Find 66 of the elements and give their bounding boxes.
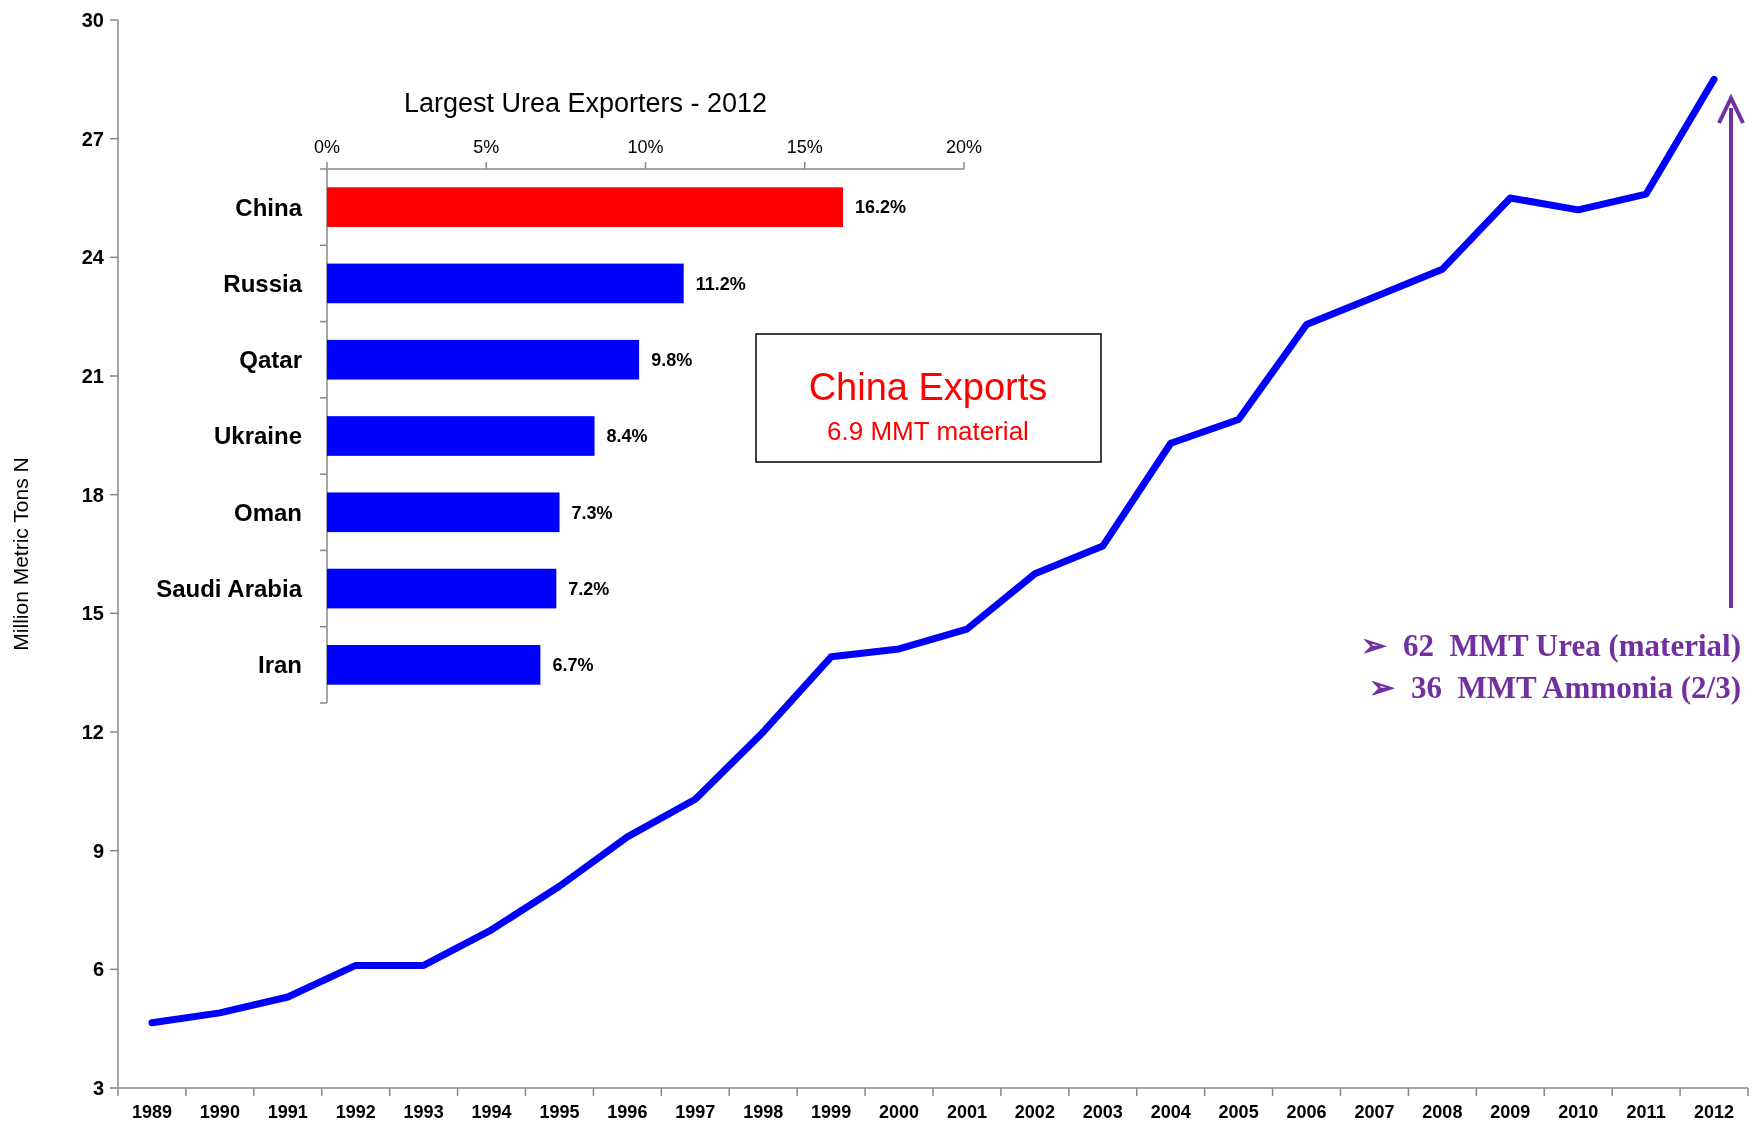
y-tick-label: 21 (81, 365, 104, 387)
x-tick-label: 10% (627, 137, 664, 157)
x-tick-label: 1996 (607, 1102, 648, 1122)
data-label: 9.8% (651, 350, 693, 371)
y-tick-label: 24 (81, 246, 105, 269)
bar (327, 263, 684, 304)
x-tick-label: 2004 (1150, 1102, 1191, 1122)
annotation: ➢ 36 MMT Ammonia (2/3) (1369, 670, 1741, 705)
x-tick-label: 1994 (471, 1102, 512, 1122)
data-label: 11.2% (695, 273, 746, 294)
x-tick-label: 1989 (131, 1102, 172, 1122)
x-tick-label: 2009 (1490, 1102, 1531, 1122)
x-tick-label: 2000 (879, 1102, 920, 1122)
y-tick-label: China (235, 193, 303, 221)
data-label: 8.4% (606, 426, 648, 447)
annotation: ➢ 62 MMT Urea (material) (1361, 628, 1741, 663)
x-tick-label: 2003 (1082, 1102, 1123, 1122)
y-tick-label: 12 (81, 721, 104, 743)
bar (327, 416, 595, 456)
x-tick-label: 2011 (1626, 1102, 1666, 1122)
annotation: China Exports (808, 366, 1048, 408)
data-label: 6.7% (552, 655, 594, 676)
y-tick-label: 18 (81, 483, 104, 506)
x-tick-label: 1998 (743, 1102, 784, 1122)
x-tick-label: 5% (473, 137, 500, 157)
annotation: 6.9 MMT material (827, 416, 1029, 446)
x-tick-label: 2010 (1558, 1102, 1599, 1122)
y-tick-label: 6 (92, 958, 104, 981)
x-tick-label: 2012 (1694, 1102, 1735, 1122)
y-tick-label: 9 (92, 839, 104, 862)
bar (327, 187, 843, 227)
x-tick-label: 1997 (675, 1102, 716, 1122)
y-tick-label: 15 (81, 602, 104, 625)
y-tick-label: Saudi Arabia (156, 574, 303, 602)
y-tick-label: Russia (223, 269, 303, 297)
bar (327, 339, 640, 380)
x-tick-label: 1991 (267, 1102, 308, 1122)
x-tick-label: 2002 (1014, 1102, 1055, 1122)
y-tick-label: Qatar (239, 346, 302, 374)
x-tick-label: 2007 (1354, 1102, 1395, 1122)
y-tick-label: Oman (233, 498, 302, 526)
x-tick-label: 2006 (1286, 1102, 1327, 1122)
data-label: 16.2% (854, 197, 907, 218)
y-tick-label: 30 (81, 9, 104, 31)
x-tick-label: 1990 (199, 1102, 240, 1122)
y-tick-label: Iran (257, 651, 302, 679)
x-tick-label: 1999 (811, 1102, 852, 1122)
x-tick-label: 2008 (1422, 1102, 1463, 1122)
x-tick-label: 1992 (335, 1102, 376, 1122)
y-axis-title: Million Metric Tons N (9, 457, 32, 651)
y-tick-label: Ukraine (213, 422, 302, 450)
chart-title: Largest Urea Exporters - 2012 (403, 88, 768, 118)
x-tick-label: 15% (786, 137, 823, 157)
data-label: 7.2% (568, 578, 610, 599)
x-tick-label: 1995 (539, 1102, 580, 1122)
bar (327, 645, 541, 685)
x-tick-label: 1993 (403, 1102, 444, 1122)
x-tick-label: 2005 (1218, 1102, 1259, 1122)
y-tick-label: 3 (92, 1077, 104, 1099)
bar (327, 492, 560, 533)
x-tick-label: 2001 (946, 1102, 987, 1122)
x-tick-label: 20% (945, 137, 983, 157)
bar (327, 568, 557, 609)
x-tick-label: 0% (313, 137, 341, 157)
y-tick-label: 27 (81, 127, 104, 150)
data-label: 7.3% (571, 502, 613, 523)
